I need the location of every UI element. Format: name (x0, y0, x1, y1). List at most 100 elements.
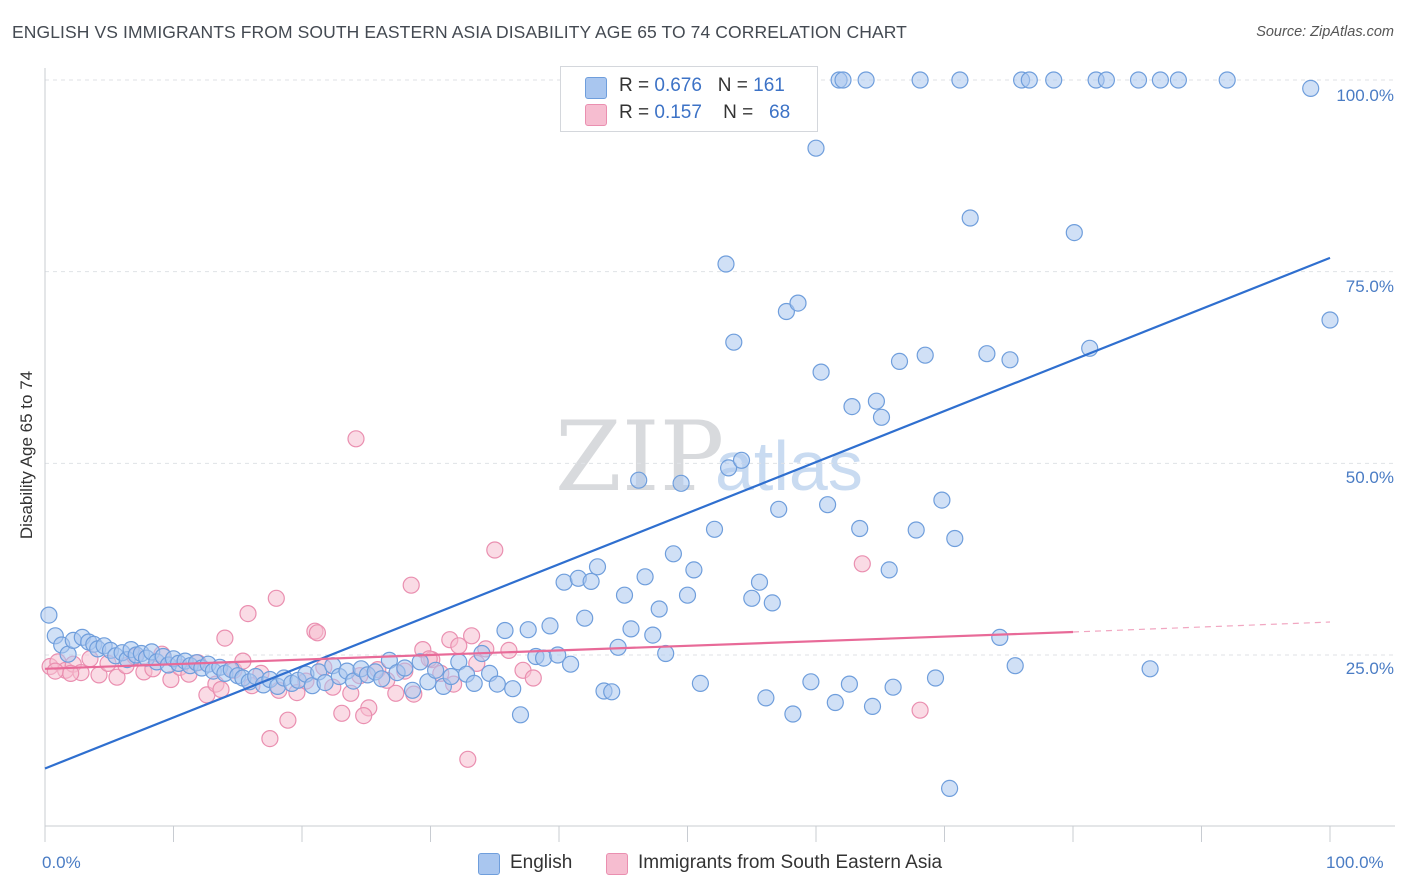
x-tick-label: 100.0% (1326, 853, 1384, 872)
n-label: N = (717, 75, 748, 96)
data-point-english (488, 675, 506, 693)
data-point-english (504, 680, 522, 698)
data-point-english (403, 681, 422, 699)
data-point-english (851, 519, 869, 538)
y-tick-label: 100.0% (1336, 86, 1394, 105)
data-point-english (863, 697, 882, 716)
data-point-immigrants (46, 662, 64, 680)
data-point-immigrants (308, 624, 326, 642)
data-point-english (644, 626, 662, 644)
data-point-english (1302, 79, 1320, 98)
data-point-english (316, 673, 334, 692)
data-point-immigrants (463, 627, 481, 645)
watermark-zip: ZIP (555, 401, 724, 513)
data-point-english (732, 451, 751, 469)
data-point-english (496, 621, 514, 640)
data-point-english (411, 653, 429, 671)
x-tick-label: 0.0% (42, 853, 81, 872)
data-point-immigrants (62, 664, 80, 683)
data-point-english (926, 669, 945, 687)
data-point-english (541, 617, 559, 635)
data-point-english (1218, 71, 1236, 89)
data-point-english (911, 71, 929, 89)
data-point-english (802, 673, 820, 691)
data-point-english (857, 71, 875, 89)
data-point-english (650, 600, 668, 618)
chart-title: ENGLISH VS IMMIGRANTS FROM SOUTH EASTERN… (12, 22, 907, 42)
data-point-english (1141, 660, 1159, 678)
y-tick-label: 50.0% (1345, 468, 1394, 487)
legend-label-english: English (510, 852, 573, 873)
data-point-english (872, 408, 891, 426)
data-point-english (582, 572, 600, 591)
data-point-english (784, 705, 802, 723)
data-point-english (442, 667, 460, 686)
data-point-immigrants (108, 668, 126, 686)
stats-legend: R = 0.676 N = 161 R = 0.157 N = 68 (560, 66, 818, 132)
data-point-english (1020, 71, 1038, 89)
data-point-immigrants (267, 589, 285, 607)
y-tick-label: 75.0% (1345, 277, 1394, 296)
data-point-english (636, 568, 654, 586)
r-value: 0.676 (654, 75, 702, 96)
data-point-english (344, 672, 362, 690)
r-label: R = (619, 102, 650, 123)
data-point-english (657, 644, 675, 663)
trend-line-english (44, 256, 1331, 770)
n-value: 68 (769, 102, 791, 123)
data-point-english (807, 139, 825, 157)
source-label: Source: ZipAtlas.com (1256, 24, 1394, 40)
data-point-english (603, 683, 621, 701)
data-point-english (1045, 71, 1063, 89)
data-point-english (511, 706, 530, 724)
data-point-english (812, 363, 830, 381)
data-point-immigrants (355, 706, 373, 725)
data-point-english (519, 621, 537, 639)
y-tick-label: 25.0% (1345, 659, 1394, 678)
data-point-immigrants (524, 669, 542, 687)
data-point-english (664, 545, 683, 563)
data-point-english (725, 333, 743, 351)
data-point-english (630, 471, 648, 489)
data-point-english (840, 675, 859, 693)
data-point-english (884, 678, 902, 696)
data-point-english (555, 573, 573, 591)
data-point-immigrants (911, 701, 929, 719)
data-point-english (1097, 71, 1116, 89)
data-point-english (1129, 71, 1148, 89)
data-point-immigrants (402, 576, 420, 594)
data-point-english (933, 491, 951, 509)
data-point-english (890, 352, 909, 370)
data-point-immigrants (333, 704, 351, 722)
data-point-english (1006, 657, 1024, 675)
data-point-immigrants (212, 680, 230, 699)
data-point-immigrants (279, 711, 297, 729)
data-point-english (916, 346, 934, 364)
data-point-english (843, 398, 861, 416)
data-point-immigrants (486, 541, 504, 559)
data-point-english (427, 661, 445, 679)
data-point-english (396, 659, 414, 677)
y-axis-label: Disability Age 65 to 74 (17, 370, 36, 540)
axes (44, 68, 1395, 842)
data-point-english (1321, 311, 1339, 329)
data-point-english (465, 674, 483, 693)
r-value: 0.157 (654, 102, 702, 123)
data-point-immigrants (347, 430, 365, 448)
data-point-english (978, 345, 996, 363)
data-point-english (880, 561, 898, 579)
data-point-english (757, 689, 775, 707)
r-label: R = (619, 75, 650, 96)
immigrants-swatch (606, 853, 628, 875)
data-point-english (818, 496, 837, 514)
data-point-english (685, 561, 703, 579)
trend-lines (44, 256, 1331, 770)
data-point-english (1169, 71, 1188, 89)
english-swatch (585, 77, 607, 99)
trend-line-immigrants-extension (1072, 621, 1331, 633)
immigrants-swatch (585, 104, 607, 126)
n-label: N = (723, 102, 754, 123)
data-point-immigrants (459, 750, 477, 768)
data-point-english (1001, 351, 1019, 369)
